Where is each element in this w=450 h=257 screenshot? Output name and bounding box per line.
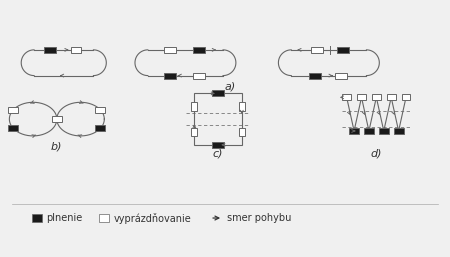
Text: c): c) [213,149,223,159]
Bar [191,102,197,111]
Bar [239,102,245,111]
Bar [357,94,366,100]
Bar [239,127,245,136]
Bar [364,128,374,134]
Bar [95,107,105,113]
Text: plnenie: plnenie [46,213,82,223]
Bar [387,94,396,100]
Bar [309,73,321,79]
Bar [401,94,410,100]
Bar [194,47,205,53]
Bar [95,125,105,131]
Bar [372,94,381,100]
Bar [164,73,176,79]
Bar [349,128,359,134]
Text: b): b) [51,142,63,152]
Bar [212,142,224,148]
Bar [194,93,242,145]
Text: smer pohybu: smer pohybu [227,213,291,223]
Bar [52,116,62,122]
Bar [194,73,205,79]
Text: vyprázdňovanie: vyprázdňovanie [113,213,191,224]
Bar [212,90,224,96]
Bar [394,128,404,134]
Bar [164,47,176,53]
Bar [32,214,42,222]
Text: d): d) [371,149,382,159]
Bar [342,94,351,100]
Bar [9,125,18,131]
Bar [99,214,109,222]
Bar [335,73,346,79]
Bar [44,47,56,53]
Bar [71,47,81,53]
Bar [379,128,389,134]
Bar [337,47,349,53]
Bar [311,47,323,53]
Bar [9,107,18,113]
Text: a): a) [224,81,235,91]
Bar [191,127,197,136]
